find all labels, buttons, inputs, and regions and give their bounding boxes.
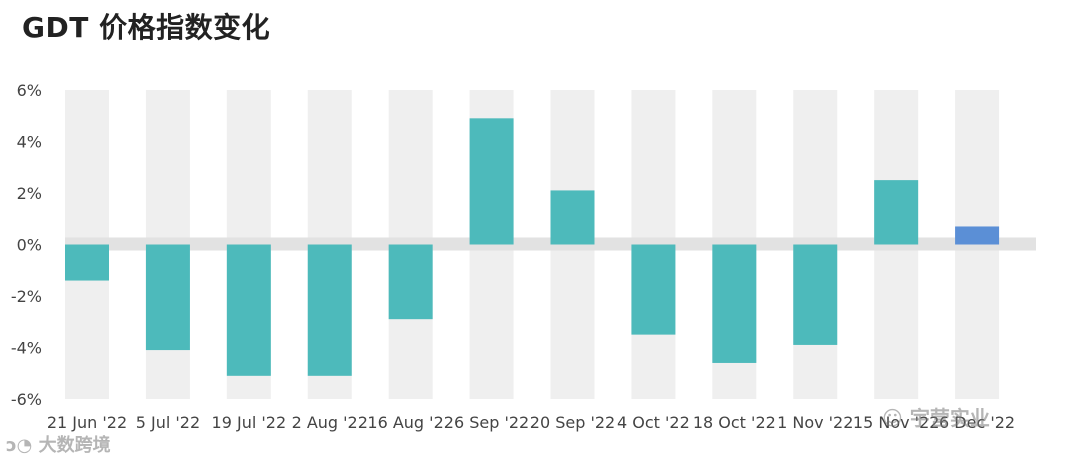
bar <box>955 226 1000 245</box>
x-tick-label: 4 Oct '22 <box>617 413 690 432</box>
y-tick-label: 4% <box>17 133 42 152</box>
watermark-icon: ↄ◔ <box>6 435 33 456</box>
x-tick-label: 18 Oct '22 <box>693 413 776 432</box>
x-tick-label: 1 Nov '22 <box>777 413 853 432</box>
watermark-left-text: 大数跨境 <box>38 435 111 456</box>
watermark-icon: ☺ <box>882 406 903 430</box>
watermark-left: ↄ◔ 大数跨境 <box>6 431 111 457</box>
y-tick-label: -6% <box>11 390 42 409</box>
x-tick-label: 20 Sep '22 <box>530 413 615 432</box>
x-tick-label: 19 Jul '22 <box>212 413 287 432</box>
bar <box>793 244 838 345</box>
x-tick-label: 5 Jul '22 <box>136 413 200 432</box>
bar <box>226 244 271 376</box>
x-tick-label: 21 Jun '22 <box>47 413 127 432</box>
x-tick-label: 16 Aug '22 <box>367 413 454 432</box>
x-tick-label: 6 Sep '22 <box>454 413 529 432</box>
bar <box>469 118 514 245</box>
y-tick-label: 6% <box>17 81 42 100</box>
bar <box>631 244 676 335</box>
y-tick-label: -2% <box>11 287 42 306</box>
bar <box>65 244 109 281</box>
x-tick-label: 2 Aug '22 <box>292 413 368 432</box>
y-tick-label: 2% <box>17 184 42 203</box>
watermark-right-text: 宇营实业 <box>909 406 990 430</box>
x-tick-label: 6 Dec '22 <box>939 413 1015 432</box>
y-tick-label: -4% <box>11 339 42 358</box>
watermark-right: ☺ 宇营实业 <box>882 402 990 431</box>
bar <box>145 244 190 351</box>
bar <box>307 244 352 376</box>
bar <box>388 244 433 320</box>
bar <box>550 190 595 245</box>
x-tick-label: 15 Nov '22 <box>853 413 940 432</box>
bar <box>712 244 757 363</box>
chart-title: GDT 价格指数变化 <box>22 11 271 44</box>
bar <box>874 180 919 245</box>
y-tick-label: 0% <box>17 236 42 255</box>
